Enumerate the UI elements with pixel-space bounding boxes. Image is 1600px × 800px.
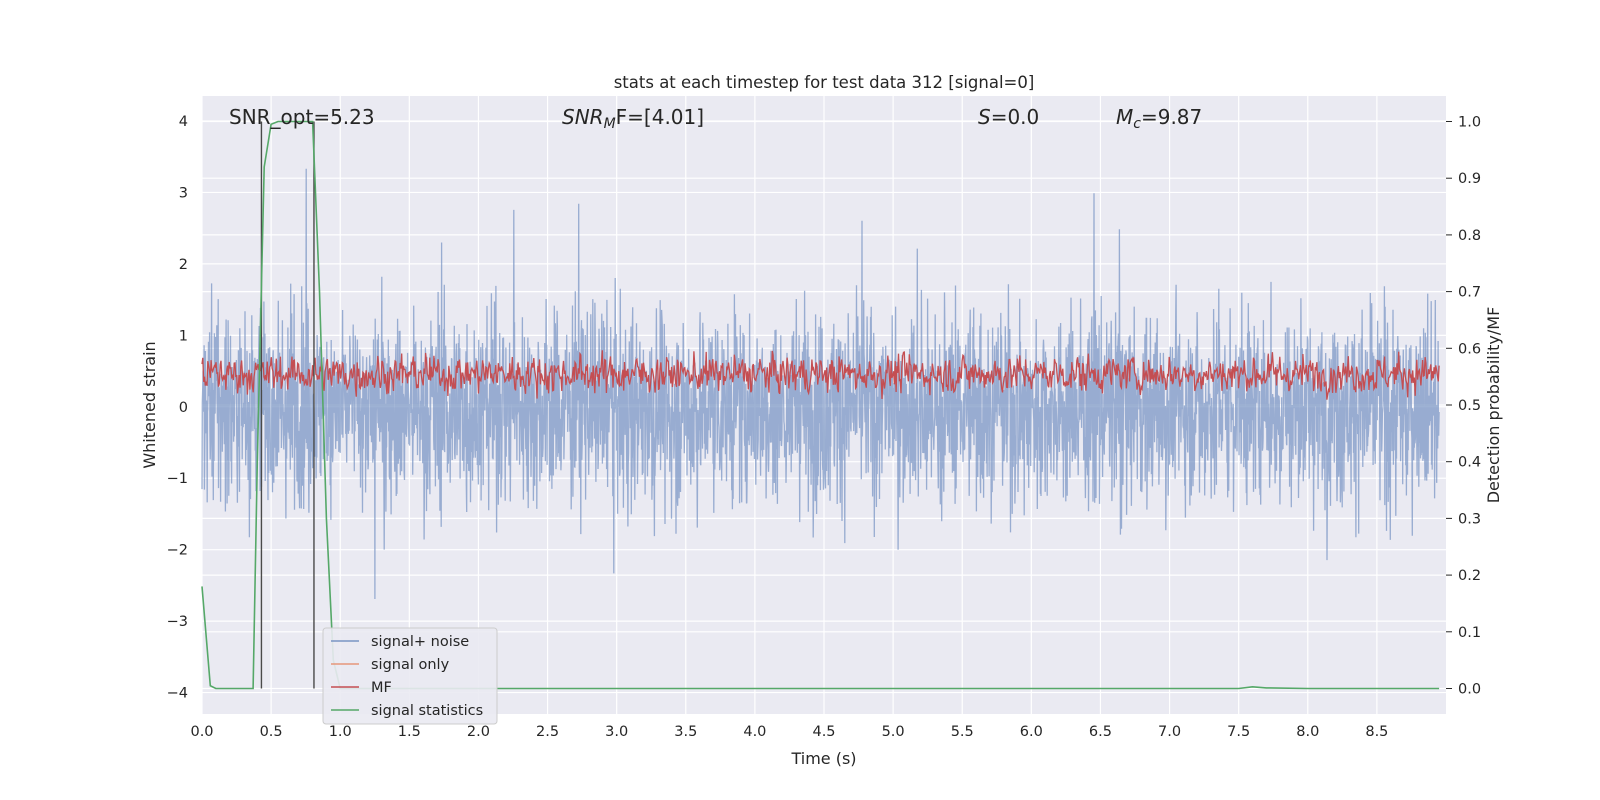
x-tick-label: 7.5: [1227, 724, 1250, 740]
annotation-mc: Mc=9.87: [1116, 105, 1202, 132]
x-tick-label: 8.5: [1365, 724, 1388, 740]
legend-box: [322, 627, 498, 725]
legend: signal+ noise signal only MF signal stat…: [322, 627, 498, 725]
x-tick-label: 4.5: [812, 724, 835, 740]
y2-tick-label: 0.6: [1458, 341, 1481, 357]
y2-tick-label: 0.9: [1458, 171, 1481, 187]
legend-label-mf: MF: [371, 680, 392, 696]
y-tick-label: 4: [179, 114, 188, 130]
x-tick-label: 6.5: [1089, 724, 1112, 740]
series-mf: [201, 350, 1440, 400]
x-tick-label: 3.5: [674, 724, 697, 740]
annotation-snr-opt: SNR_opt=5.23: [229, 105, 375, 129]
y-axis-label: Whitened strain: [140, 341, 159, 468]
legend-label-signal-statistics: signal statistics: [371, 703, 483, 719]
x-tick-label: 5.5: [951, 724, 974, 740]
y-tick-label: −2: [167, 543, 188, 559]
y2-tick-label: 0.2: [1458, 568, 1481, 584]
mf-line: [201, 350, 1440, 400]
x-tick-label: 2.0: [467, 724, 490, 740]
y-tick-label: 1: [179, 328, 188, 344]
y-tick-label: −4: [167, 686, 188, 702]
x-tick-label: 7.0: [1158, 724, 1181, 740]
legend-label-signal-only: signal only: [371, 657, 450, 673]
y-tick-label: −3: [167, 614, 188, 630]
y-tick-label: 2: [179, 257, 188, 273]
y2-tick-label: 0.5: [1458, 398, 1481, 414]
x-tick-label: 1.0: [329, 724, 352, 740]
x-tick-label: 4.0: [743, 724, 766, 740]
y2-axis-label: Detection probability/MF: [1484, 307, 1503, 504]
y2-axis-ticks: 1.0 0.9 0.8 0.7 0.6 0.5 0.4 0.3 0.2 0.1 0.0: [1446, 115, 1481, 697]
x-tick-label: 5.0: [882, 724, 905, 740]
x-tick-label: 2.5: [536, 724, 559, 740]
y2-tick-label: 0.3: [1458, 511, 1481, 527]
y2-tick-label: 0.7: [1458, 285, 1481, 301]
x-tick-label: 3.0: [605, 724, 628, 740]
y2-tick-label: 0.0: [1458, 681, 1481, 697]
y-tick-label: −1: [167, 471, 188, 487]
annotation-s: S=0.0: [978, 105, 1039, 129]
y2-tick-label: 0.4: [1458, 455, 1481, 471]
y2-tick-label: 1.0: [1458, 115, 1481, 131]
y-tick-label: 0: [179, 400, 188, 416]
series-signal-statistics: [201, 120, 1440, 690]
y-tick-label: 3: [179, 185, 188, 201]
y2-tick-label: 0.8: [1458, 228, 1481, 244]
legend-label-signal-plus-noise: signal+ noise: [371, 634, 469, 650]
x-axis-ticks: 0.0 0.5 1.0 1.5 2.0 2.5 3.0 3.5 4.0 4.5 5.0 5.5 6.0 6…: [190, 724, 1388, 740]
event-markers: [260, 121, 315, 689]
y2-tick-label: 0.1: [1458, 625, 1481, 641]
annotation-snr-mf: SNRMF=[4.01]: [562, 105, 704, 132]
x-tick-label: 0.0: [190, 724, 213, 740]
x-tick-label: 8.0: [1296, 724, 1319, 740]
x-tick-label: 1.5: [398, 724, 421, 740]
x-axis-label: Time (s): [790, 749, 856, 768]
y-axis-ticks: 4 3 2 1 0 −1 −2 −3 −4: [167, 114, 188, 702]
chart-title: stats at each timestep for test data 312…: [614, 73, 1035, 92]
signal-statistics-line: [201, 120, 1440, 690]
x-tick-label: 6.0: [1020, 724, 1043, 740]
x-tick-label: 0.5: [260, 724, 283, 740]
